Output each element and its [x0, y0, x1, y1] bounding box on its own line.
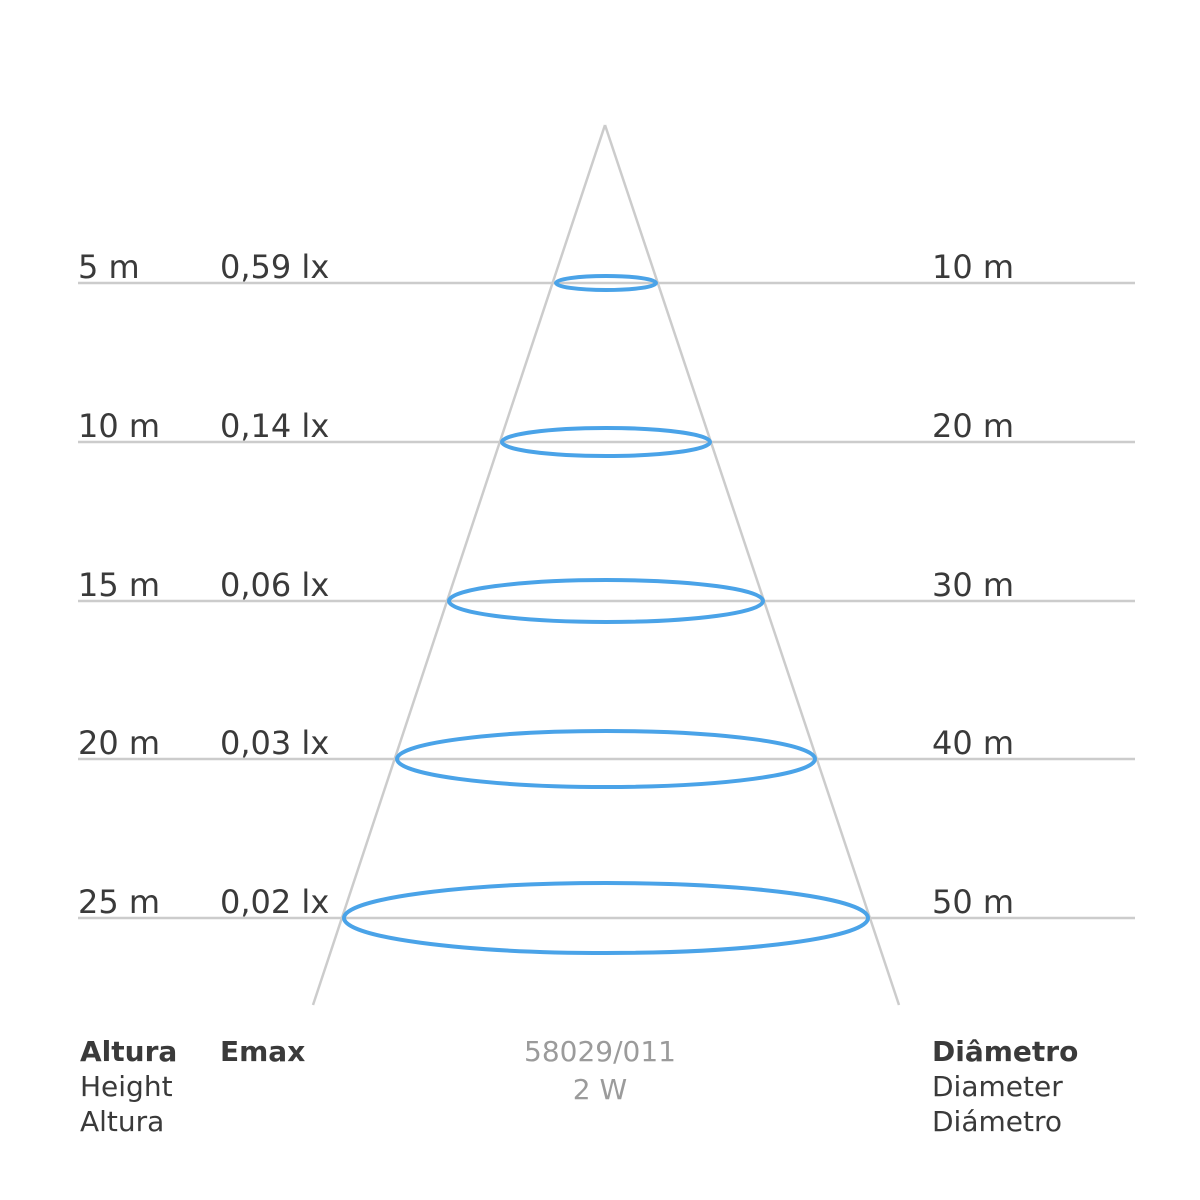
row-height-label: 10 m — [78, 407, 160, 445]
product-power: 2 W — [573, 1073, 627, 1106]
row-height-label: 15 m — [78, 566, 160, 604]
height-label-en: Height — [80, 1070, 173, 1103]
diameter-label-es: Diámetro — [932, 1105, 1062, 1138]
emax-label: Emax — [220, 1035, 305, 1068]
diameter-label-pt: Diâmetro — [932, 1035, 1078, 1068]
beam-ellipse — [500, 426, 712, 458]
diameter-label-en: Diameter — [932, 1070, 1063, 1103]
beam-ellipse — [447, 578, 765, 624]
row-height-label: 25 m — [78, 883, 160, 921]
cone-left-edge — [311, 124, 607, 1006]
row-labels: 5 m 0,59 lx 10 m 10 m 0,14 lx 20 m 15 m 0,06 lx… — [78, 248, 1014, 921]
height-label-pt: Altura — [80, 1035, 177, 1068]
row-diameter-label: 50 m — [932, 883, 1014, 921]
row-diameter-label: 40 m — [932, 724, 1014, 762]
beam-ellipse — [395, 729, 817, 789]
beam-ellipse — [554, 274, 658, 292]
footer: Altura Height Altura Emax 58029/011 2 W … — [80, 1035, 1078, 1138]
row-emax-label: 0,03 lx — [220, 724, 329, 762]
beam-ellipses — [342, 274, 870, 955]
height-label-es: Altura — [80, 1105, 164, 1138]
light-cone — [311, 124, 901, 1006]
row-diameter-label: 10 m — [932, 248, 1014, 286]
row-emax-label: 0,14 lx — [220, 407, 329, 445]
row-emax-label: 0,59 lx — [220, 248, 329, 286]
row-emax-label: 0,06 lx — [220, 566, 329, 604]
product-code: 58029/011 — [524, 1035, 676, 1068]
row-height-label: 20 m — [78, 724, 160, 762]
row-emax-label: 0,02 lx — [220, 883, 329, 921]
cone-right-edge — [603, 124, 901, 1006]
row-diameter-label: 30 m — [932, 566, 1014, 604]
row-diameter-label: 20 m — [932, 407, 1014, 445]
beam-ellipse — [342, 881, 870, 955]
row-height-label: 5 m — [78, 248, 140, 286]
grid-lines — [78, 281, 1135, 920]
